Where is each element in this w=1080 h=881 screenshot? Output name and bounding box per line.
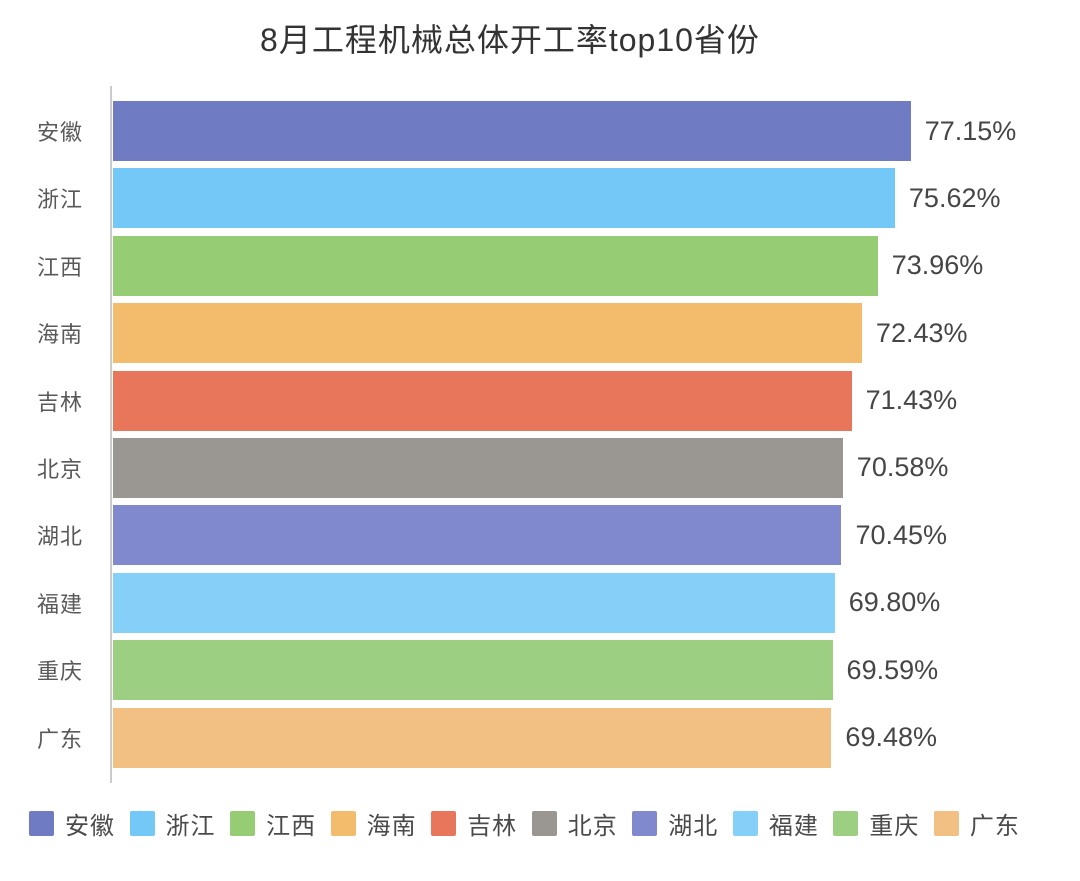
bar bbox=[113, 572, 835, 633]
legend-item-label: 重庆 bbox=[869, 813, 920, 840]
bar-row: 江西 73.96% bbox=[0, 235, 1080, 296]
bar bbox=[113, 235, 878, 296]
legend-item-label: 浙江 bbox=[165, 813, 216, 840]
bar bbox=[113, 437, 843, 498]
value-label: 69.59% bbox=[846, 654, 939, 685]
bar-row: 安徽 77.15% bbox=[0, 101, 1080, 161]
legend-item-label: 北京 bbox=[567, 813, 618, 840]
legend-item: 浙江 bbox=[129, 806, 216, 841]
legend-swatch-icon bbox=[531, 811, 557, 836]
bar-rows: 安徽 77.15% 浙江 75.62% 江西 73.96% 海南 72.43% … bbox=[0, 101, 1080, 775]
legend-item-label: 吉林 bbox=[467, 813, 518, 840]
category-label: 江西 bbox=[36, 254, 83, 280]
value-label: 77.15% bbox=[924, 115, 1017, 146]
bar-row: 广东 69.48% bbox=[0, 707, 1080, 768]
legend-item: 湖北 bbox=[632, 806, 718, 841]
bar bbox=[113, 370, 852, 431]
category-label: 广东 bbox=[36, 726, 83, 752]
category-label: 安徽 bbox=[36, 120, 83, 145]
legend-item: 江西 bbox=[230, 806, 316, 841]
legend-swatch-icon bbox=[632, 811, 658, 836]
legend: 安徽 浙江 江西 海南 吉林 北京 湖北 福建 重庆 广东 bbox=[0, 806, 1080, 841]
legend-item-label: 广东 bbox=[969, 813, 1020, 840]
legend-item-label: 海南 bbox=[366, 813, 417, 840]
bar bbox=[113, 640, 833, 701]
chart-title: 8月工程机械总体开工率top10省份 bbox=[260, 22, 760, 58]
bar-row: 湖北 70.45% bbox=[0, 505, 1080, 566]
value-label: 71.43% bbox=[865, 385, 958, 416]
value-label: 73.96% bbox=[891, 250, 984, 281]
category-label: 浙江 bbox=[36, 187, 83, 213]
bar-row: 福建 69.80% bbox=[0, 572, 1080, 633]
value-label: 72.43% bbox=[875, 317, 968, 348]
y-axis-line bbox=[110, 86, 112, 783]
category-label: 湖北 bbox=[36, 524, 83, 550]
legend-swatch-icon bbox=[330, 811, 356, 836]
legend-swatch-icon bbox=[933, 811, 959, 836]
category-label: 重庆 bbox=[36, 659, 83, 685]
legend-item-label: 安徽 bbox=[65, 813, 115, 840]
legend-item-label: 福建 bbox=[768, 813, 819, 840]
legend-swatch-icon bbox=[431, 811, 457, 836]
bar bbox=[113, 168, 895, 229]
bar-row: 海南 72.43% bbox=[0, 303, 1080, 364]
legend-item: 福建 bbox=[732, 806, 819, 841]
bar bbox=[113, 101, 911, 161]
bar bbox=[113, 303, 862, 364]
legend-swatch-icon bbox=[29, 811, 54, 836]
category-label: 北京 bbox=[36, 456, 83, 482]
legend-item-label: 湖北 bbox=[668, 813, 719, 840]
bar bbox=[113, 707, 832, 768]
category-label: 福建 bbox=[36, 591, 83, 617]
legend-swatch-icon bbox=[129, 811, 155, 836]
legend-item: 海南 bbox=[330, 806, 417, 841]
legend-swatch-icon bbox=[732, 811, 758, 836]
legend-item: 重庆 bbox=[833, 806, 919, 841]
bar-row: 吉林 71.43% bbox=[0, 370, 1080, 431]
legend-swatch-icon bbox=[230, 811, 256, 836]
value-label: 69.80% bbox=[848, 587, 941, 618]
legend-swatch-icon bbox=[833, 811, 859, 836]
value-label: 69.48% bbox=[845, 722, 937, 753]
category-label: 吉林 bbox=[36, 389, 83, 415]
bar-row: 重庆 69.59% bbox=[0, 640, 1080, 701]
legend-item: 广东 bbox=[933, 806, 1020, 841]
legend-item-label: 江西 bbox=[266, 813, 317, 840]
value-label: 70.58% bbox=[856, 452, 949, 483]
bar-row: 北京 70.58% bbox=[0, 437, 1080, 498]
value-label: 75.62% bbox=[908, 182, 1001, 213]
bar bbox=[113, 505, 842, 566]
legend-item: 吉林 bbox=[431, 806, 517, 841]
category-label: 海南 bbox=[36, 322, 83, 348]
value-label: 70.45% bbox=[855, 519, 948, 550]
legend-item: 安徽 bbox=[29, 806, 115, 841]
bar-row: 浙江 75.62% bbox=[0, 168, 1080, 229]
legend-item: 北京 bbox=[531, 806, 618, 841]
